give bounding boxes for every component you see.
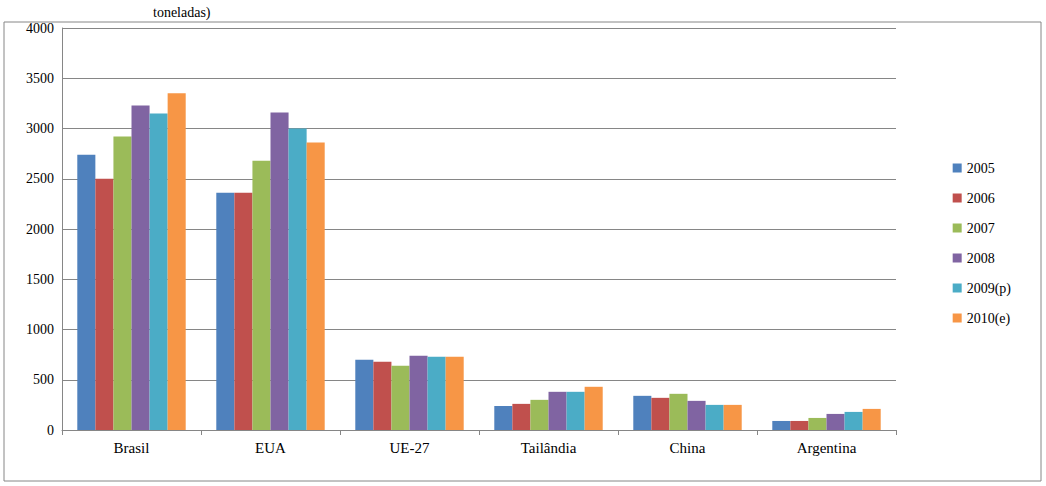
- svg-text:2005: 2005: [967, 161, 995, 176]
- svg-text:Tailândia: Tailândia: [521, 440, 577, 456]
- svg-text:2010(e): 2010(e): [967, 311, 1011, 327]
- svg-text:3000: 3000: [26, 121, 54, 136]
- svg-text:4000: 4000: [26, 21, 54, 36]
- svg-text:EUA: EUA: [255, 440, 286, 456]
- svg-text:3500: 3500: [26, 71, 54, 86]
- svg-text:2007: 2007: [967, 221, 995, 236]
- svg-text:500: 500: [33, 372, 54, 387]
- svg-text:China: China: [670, 440, 706, 456]
- svg-text:0: 0: [47, 423, 54, 438]
- svg-text:2009(p): 2009(p): [967, 281, 1012, 297]
- svg-text:1000: 1000: [26, 322, 54, 337]
- svg-text:2006: 2006: [967, 191, 995, 206]
- svg-text:2500: 2500: [26, 171, 54, 186]
- svg-text:2000: 2000: [26, 222, 54, 237]
- svg-text:Brasil: Brasil: [114, 440, 150, 456]
- svg-text:2008: 2008: [967, 251, 995, 266]
- svg-text:1500: 1500: [26, 272, 54, 287]
- svg-text:UE-27: UE-27: [390, 440, 430, 456]
- svg-text:toneladas): toneladas): [153, 5, 211, 21]
- svg-text:Argentina: Argentina: [797, 440, 857, 456]
